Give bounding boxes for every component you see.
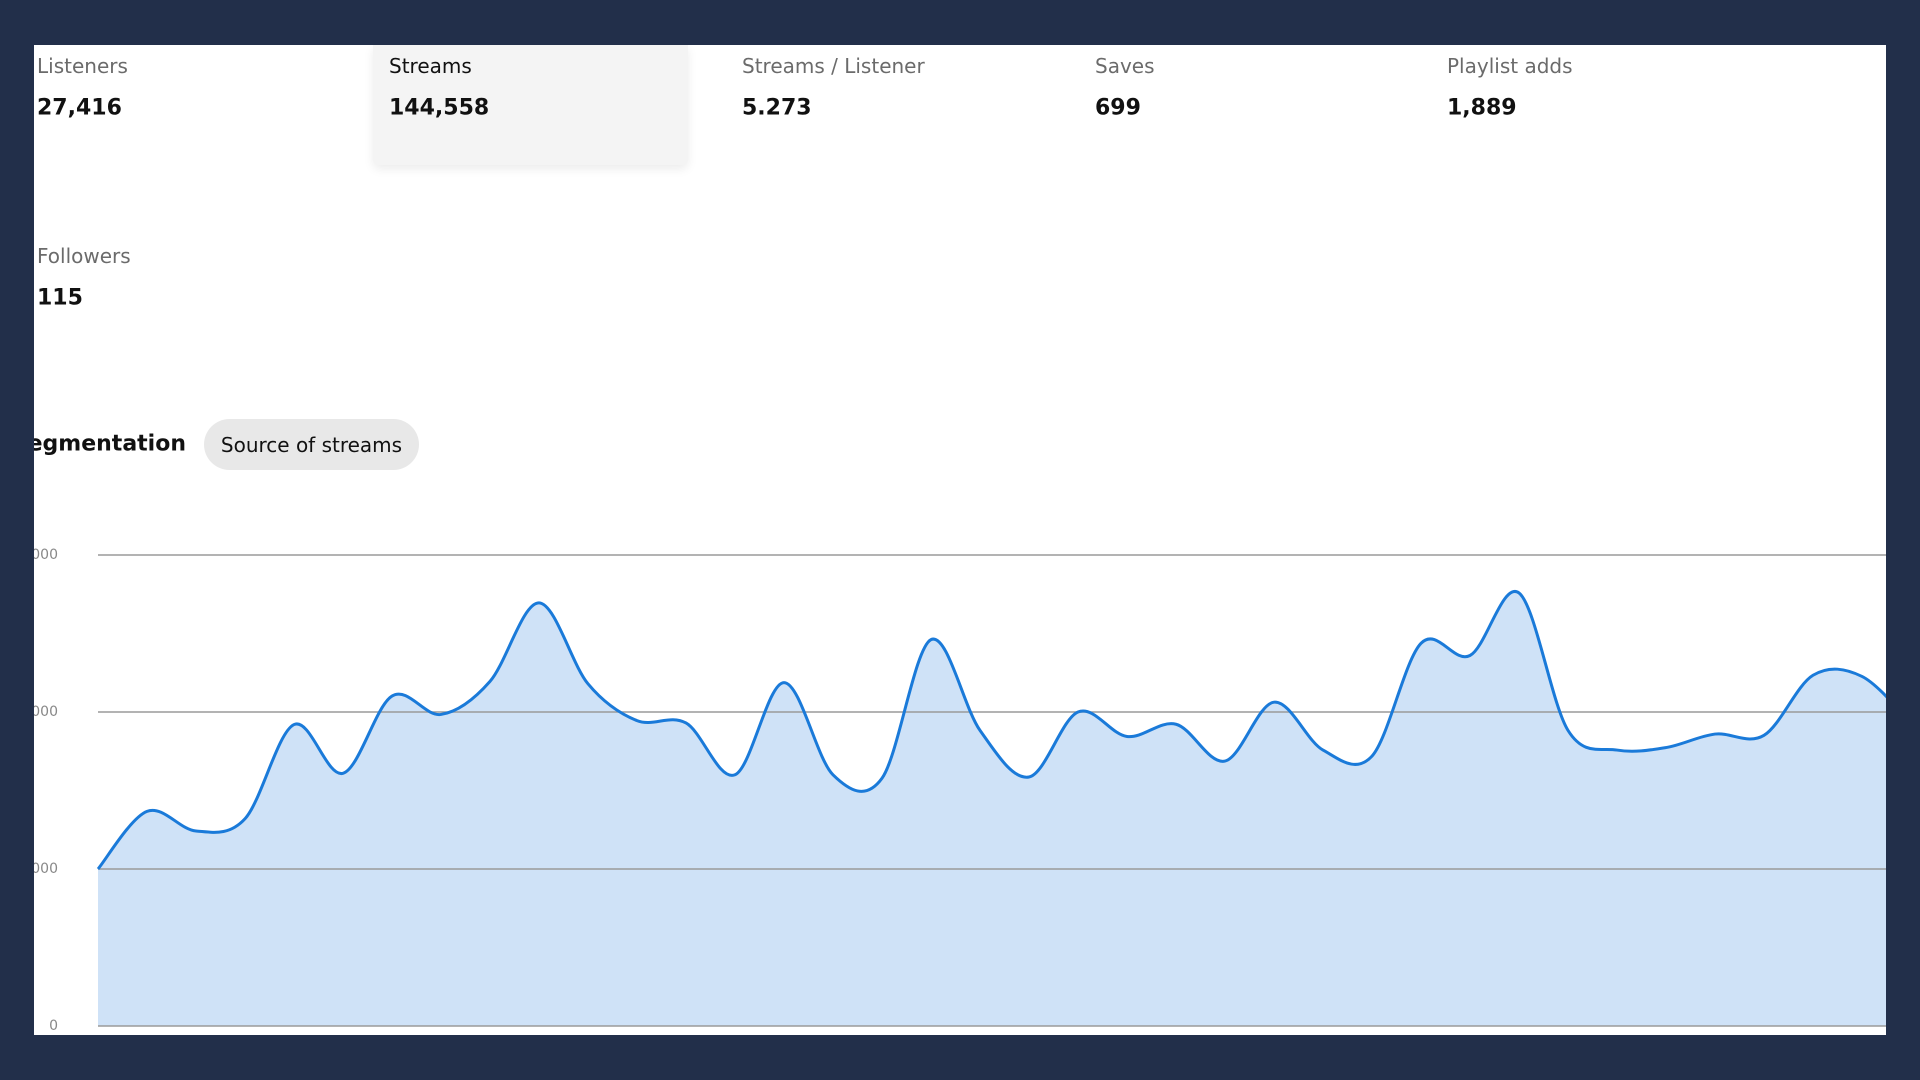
selected-stat-card[interactable]: [373, 45, 688, 165]
stat-label: Listeners: [37, 54, 128, 78]
stat-label: Playlist adds: [1447, 54, 1573, 78]
stat-label: Saves: [1095, 54, 1155, 78]
stat-value: 144,558: [389, 95, 490, 121]
stat-value: 5.273: [742, 95, 812, 121]
stat-value: 1,889: [1447, 95, 1517, 121]
filter-chip[interactable]: Source of streams: [204, 419, 419, 470]
y-tick-label: 000: [34, 704, 58, 720]
stat-value: 699: [1095, 95, 1141, 121]
analytics-panel: Listeners 27,416 Streams 144,558 Streams…: [34, 45, 1886, 1035]
section-heading: egmentation: [34, 431, 186, 457]
area-line: [96, 589, 1886, 870]
stat-label: Followers: [37, 244, 131, 268]
stat-label: Streams / Listener: [742, 54, 925, 78]
y-tick-label: 000: [34, 861, 58, 877]
y-tick-label: 000: [34, 547, 58, 563]
y-tick-label: 0: [49, 1018, 58, 1034]
area-fill: [98, 591, 1886, 1026]
stat-value: 115: [37, 285, 83, 311]
stat-label: Streams: [389, 54, 472, 78]
stat-value: 27,416: [37, 95, 122, 121]
